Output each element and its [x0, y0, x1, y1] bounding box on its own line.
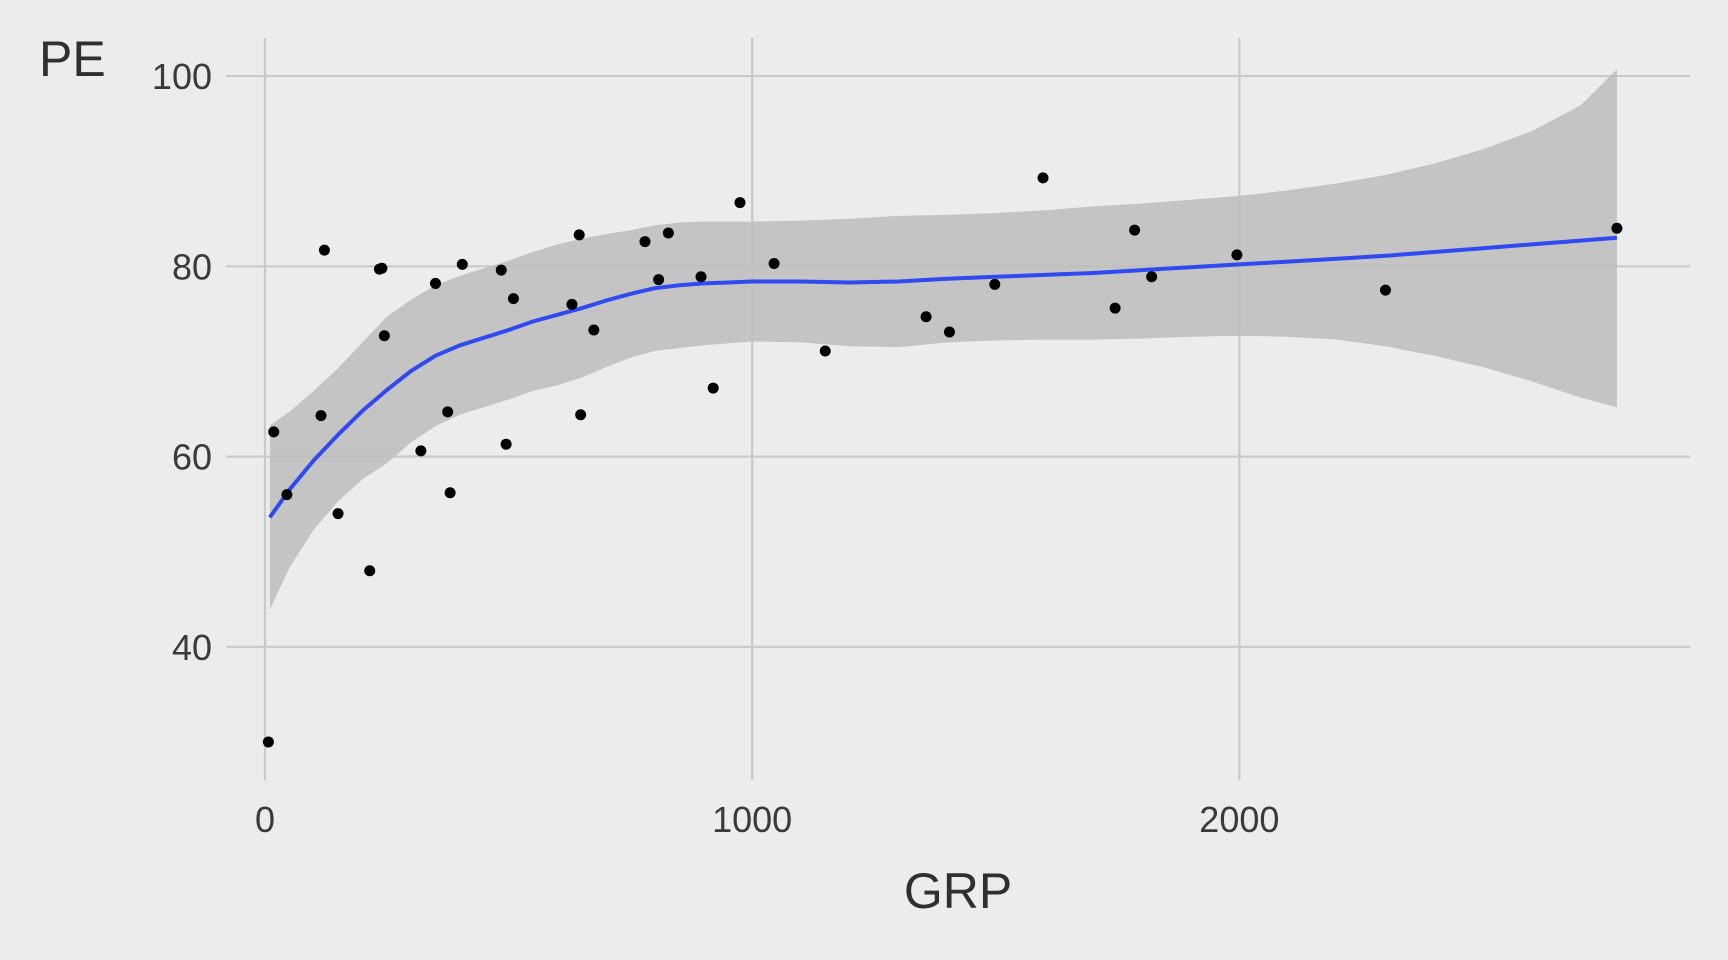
- data-point: [707, 382, 719, 394]
- y-tick-label: 100: [152, 56, 212, 97]
- data-point: [376, 262, 388, 274]
- data-point: [364, 565, 376, 577]
- data-point: [1380, 284, 1392, 296]
- data-point: [819, 345, 831, 357]
- confidence-ribbon: [269, 69, 1617, 610]
- data-point: [507, 293, 519, 305]
- data-point: [943, 326, 955, 338]
- data-point: [575, 409, 587, 421]
- data-point: [1037, 172, 1049, 184]
- data-point: [653, 274, 665, 286]
- data-point: [378, 330, 390, 342]
- data-point: [429, 277, 441, 289]
- data-point: [444, 487, 456, 499]
- data-point: [573, 229, 585, 241]
- data-point: [920, 311, 932, 323]
- y-tick-label: 80: [172, 246, 212, 287]
- points-layer: [262, 172, 1623, 748]
- data-point: [639, 236, 651, 248]
- data-point: [768, 257, 780, 269]
- data-point: [332, 508, 344, 520]
- data-point: [442, 406, 454, 418]
- data-point: [989, 278, 1001, 290]
- x-tick-label: 2000: [1199, 799, 1279, 840]
- x-axis-title: GRP: [904, 863, 1012, 919]
- data-point: [695, 271, 707, 283]
- data-point: [662, 227, 674, 239]
- data-point: [318, 244, 330, 256]
- data-point: [1129, 224, 1141, 236]
- data-point: [1146, 271, 1158, 283]
- data-point: [734, 197, 746, 209]
- data-point: [495, 264, 507, 276]
- data-point: [1231, 249, 1243, 261]
- confidence-ribbon-layer: [269, 69, 1617, 610]
- data-point: [588, 324, 600, 336]
- y-tick-label: 40: [172, 627, 212, 668]
- data-point: [566, 298, 578, 310]
- y-axis-title: PE: [39, 31, 106, 87]
- data-point: [1611, 222, 1623, 234]
- data-point: [500, 438, 512, 450]
- smooth-line-layer: [268, 235, 1618, 519]
- tick-labels: 0 1000 2000 40 60 80 100: [152, 56, 1279, 840]
- x-tick-label: 1000: [712, 799, 792, 840]
- data-point: [1109, 302, 1121, 314]
- data-point: [262, 736, 274, 748]
- data-point: [415, 445, 427, 457]
- x-tick-label: 0: [255, 799, 275, 840]
- smooth-line: [268, 235, 1618, 519]
- data-point: [456, 258, 468, 270]
- data-point: [268, 426, 280, 438]
- y-tick-label: 60: [172, 437, 212, 478]
- data-point: [281, 489, 293, 501]
- data-point: [315, 410, 327, 422]
